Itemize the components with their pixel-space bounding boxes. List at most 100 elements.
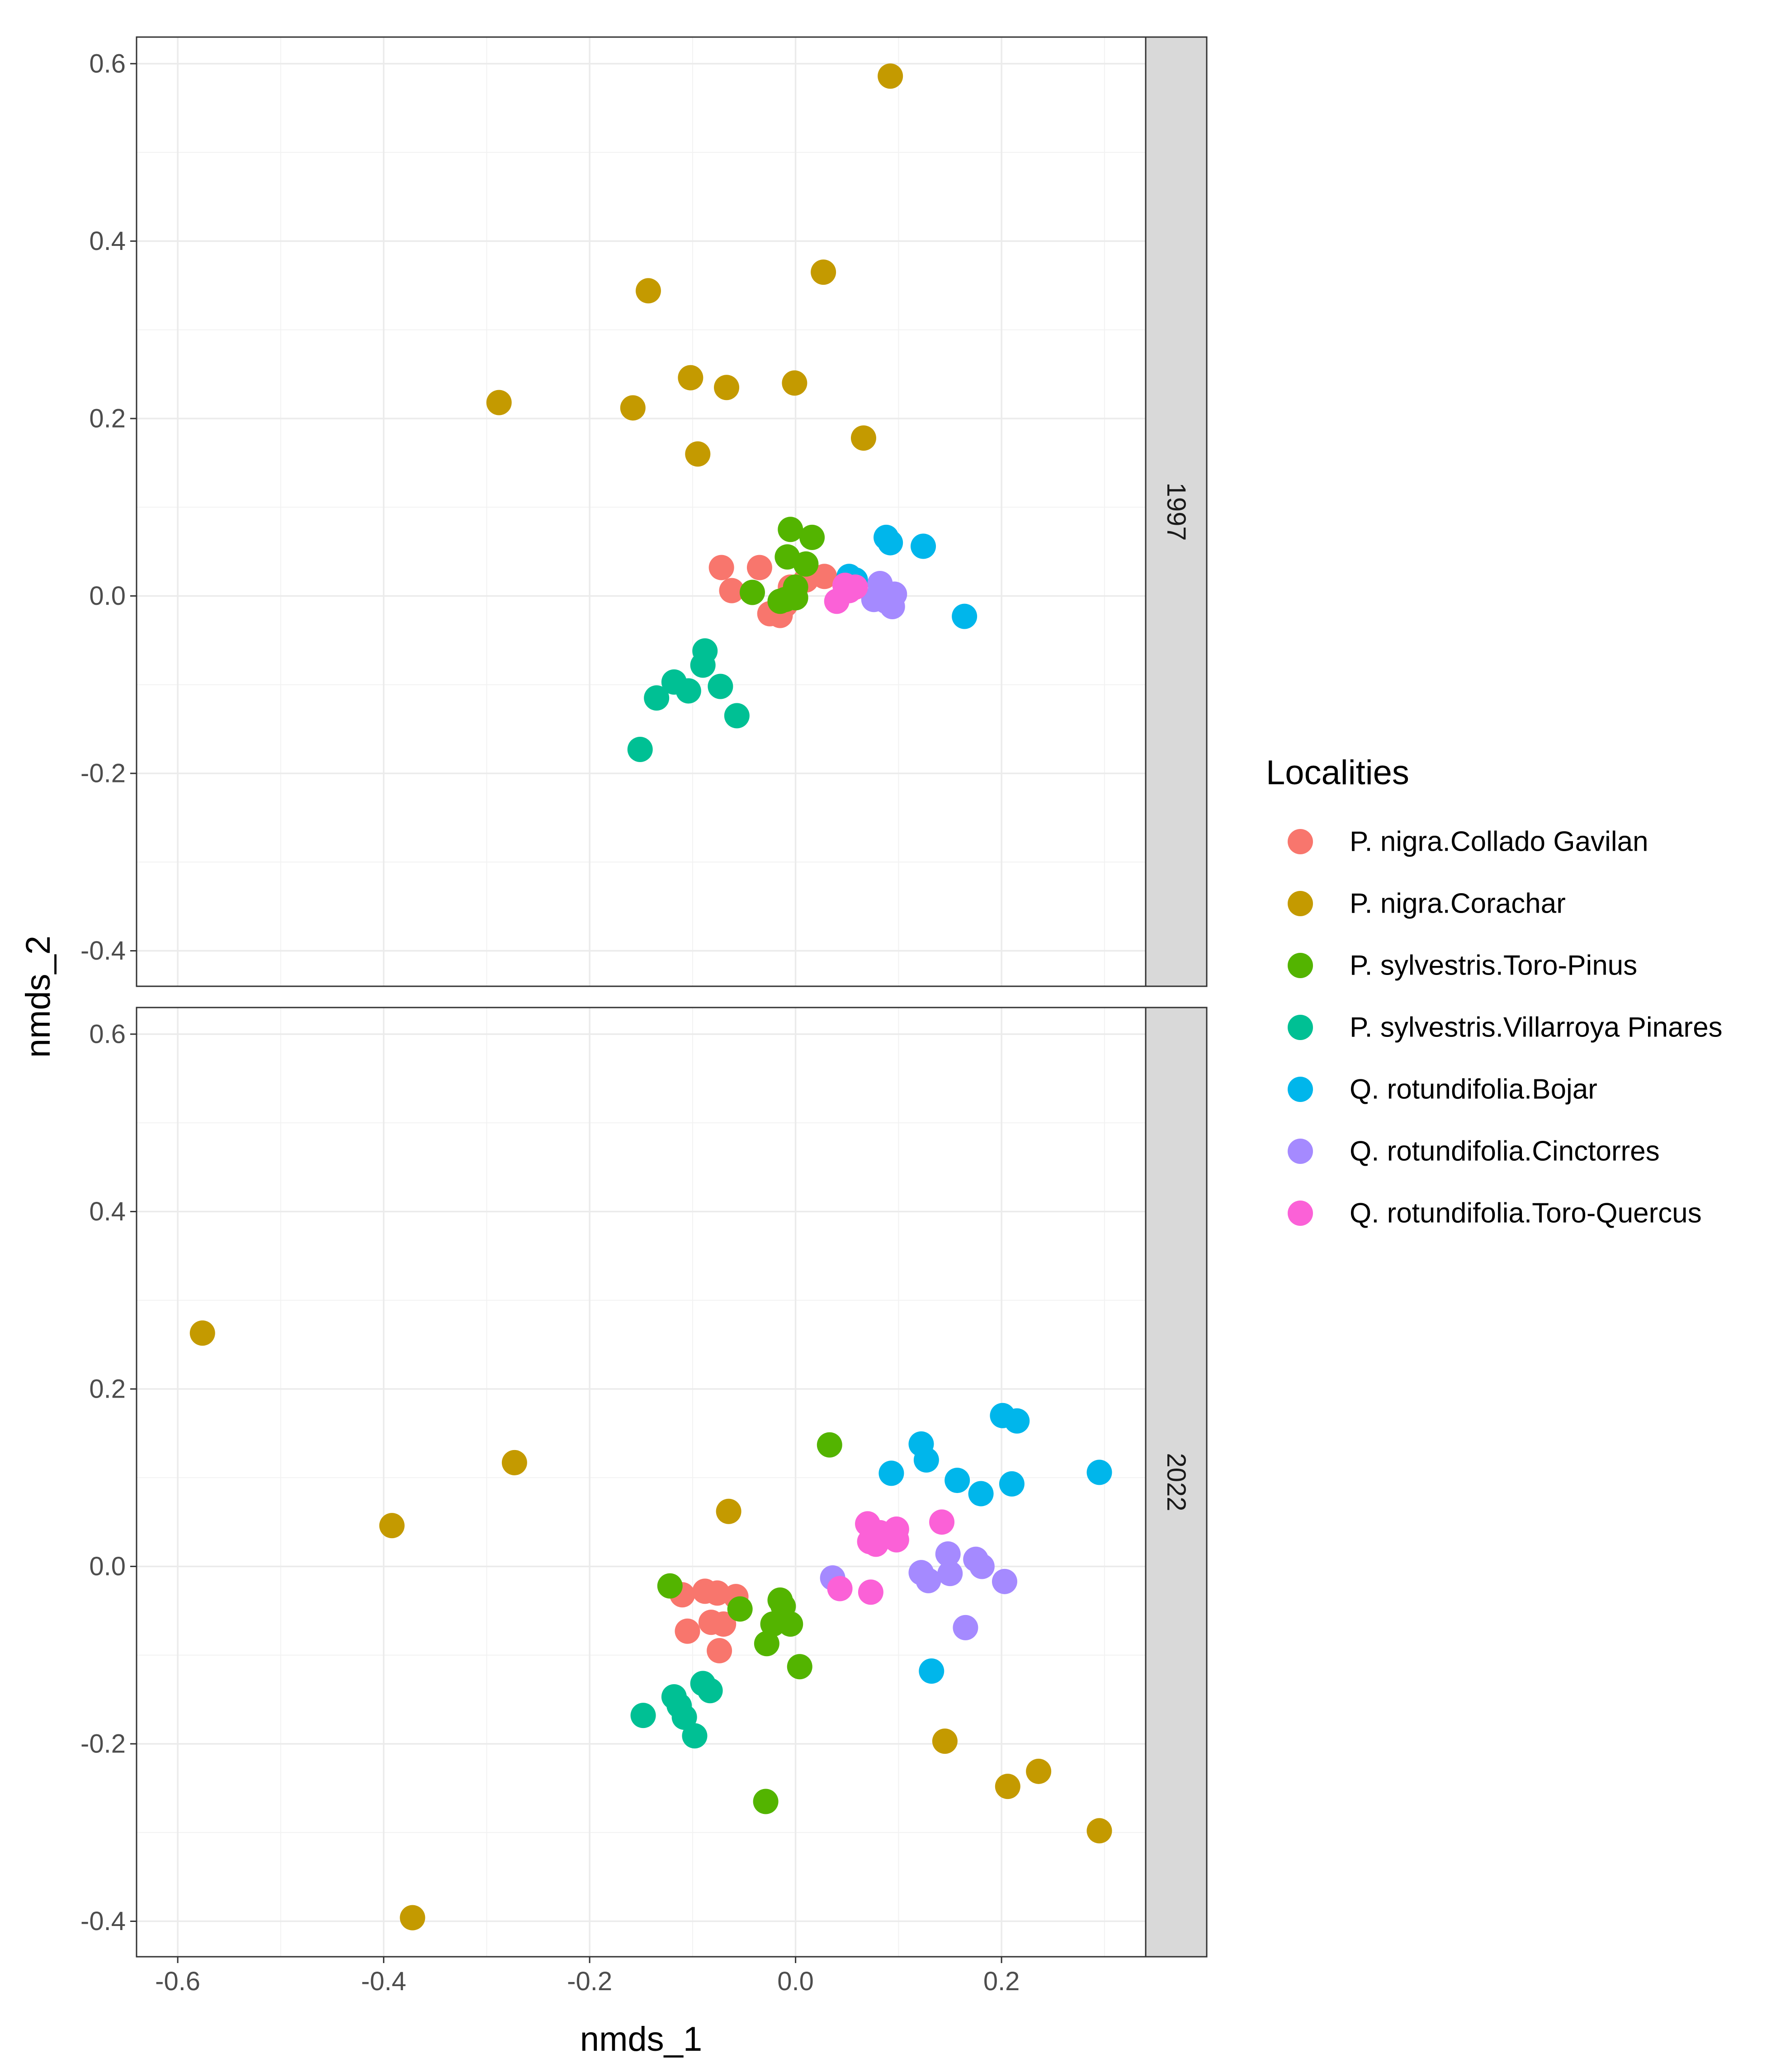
- strip-1997-background: [1145, 36, 1208, 987]
- point-pstp-1997: [778, 517, 803, 542]
- legend-key-qrtq: [1288, 1201, 1313, 1226]
- legend-key-pstp: [1288, 953, 1313, 978]
- point-psvp-2022: [671, 1705, 697, 1730]
- point-psvp-2022: [697, 1678, 723, 1704]
- legend-label-pstp: P. sylvestris.Toro-Pinus: [1350, 950, 1637, 981]
- point-pnc-1997: [714, 375, 740, 400]
- point-psvp-1997: [724, 703, 750, 729]
- point-qrc-2022: [937, 1561, 963, 1587]
- y-tick-label: -0.2: [80, 758, 126, 788]
- legend-label-psvp: P. sylvestris.Villarroya Pinares: [1350, 1012, 1723, 1043]
- point-pnc-1997: [850, 425, 876, 451]
- point-qrtq-2022: [883, 1527, 909, 1553]
- point-pnc-1997: [782, 370, 808, 396]
- point-pnc-2022: [379, 1513, 405, 1539]
- point-qrb-2022: [1086, 1460, 1112, 1485]
- point-qrc-2022: [992, 1568, 1017, 1594]
- point-pnc-1997: [878, 63, 903, 89]
- y-axis-title: nmds_2: [19, 936, 57, 1058]
- point-pnc-1997: [635, 278, 661, 304]
- panel-1997-points: [486, 63, 978, 762]
- legend-key-qrc: [1288, 1139, 1313, 1164]
- legend-key-pncg: [1288, 829, 1313, 854]
- point-qrb-1997: [911, 533, 936, 559]
- point-pstp-2022: [778, 1611, 803, 1637]
- point-qrb-2022: [944, 1468, 970, 1493]
- legend-label-qrb: Q. rotundifolia.Bojar: [1350, 1074, 1597, 1105]
- point-qrtq-2022: [858, 1579, 883, 1605]
- point-qrc-2022: [935, 1541, 961, 1567]
- point-pstp-2022: [817, 1432, 842, 1458]
- point-pnc-2022: [995, 1774, 1020, 1799]
- point-pncg-1997: [708, 555, 734, 580]
- point-pstp-1997: [739, 579, 765, 605]
- point-pnc-2022: [1086, 1818, 1112, 1844]
- legend-key-psvp: [1288, 1015, 1313, 1040]
- point-pstp-2022: [657, 1573, 683, 1599]
- point-pstp-2022: [727, 1596, 753, 1622]
- point-pnc-2022: [400, 1905, 425, 1931]
- point-pnc-1997: [620, 395, 646, 421]
- y-tick-label: 0.0: [89, 1552, 126, 1581]
- x-tick-label: -0.4: [361, 1967, 406, 1996]
- point-qrb-2022: [968, 1481, 994, 1507]
- point-pnc-2022: [932, 1728, 958, 1754]
- point-qrb-2022: [878, 1460, 904, 1486]
- point-psvp-2022: [682, 1723, 708, 1749]
- y-tick-label: 0.2: [89, 404, 126, 433]
- y-tick-label: 0.2: [89, 1374, 126, 1403]
- legend-label-qrc: Q. rotundifolia.Cinctorres: [1350, 1136, 1660, 1167]
- legend-label-qrtq: Q. rotundifolia.Toro-Quercus: [1350, 1198, 1702, 1229]
- point-pstp-2022: [754, 1631, 779, 1657]
- x-tick-label: 0.2: [983, 1967, 1020, 1996]
- point-pncg-2022: [707, 1638, 732, 1663]
- point-qrb-1997: [878, 530, 903, 556]
- point-qrb-2022: [913, 1447, 939, 1473]
- x-tick-label: -0.6: [155, 1967, 200, 1996]
- point-psvp-2022: [630, 1703, 656, 1728]
- y-axis-panel-2022: -0.4 -0.2 0.0 0.2 0.4 0.6: [80, 1019, 137, 1936]
- point-qrc-2022: [916, 1568, 941, 1593]
- legend-entries: P. nigra.Collado Gavilan P. nigra.Coracha…: [1288, 826, 1723, 1229]
- y-tick-label: 0.4: [89, 1197, 126, 1226]
- facet-panel-2022: 2022: [136, 1007, 1208, 1958]
- point-qrtq-1997: [836, 578, 862, 603]
- point-pncg-2022: [675, 1618, 700, 1644]
- x-axis-title: nmds_1: [580, 2020, 702, 2058]
- point-pnc-2022: [716, 1498, 741, 1524]
- point-pnc-2022: [501, 1450, 527, 1475]
- point-pstp-2022: [753, 1789, 779, 1814]
- strip-2022-background: [1145, 1007, 1208, 1958]
- y-tick-label: 0.4: [89, 226, 126, 256]
- point-psvp-1997: [690, 652, 716, 678]
- point-pnc-2022: [1026, 1758, 1052, 1784]
- point-qrtq-2022: [863, 1531, 889, 1557]
- x-tick-label: 0.0: [777, 1967, 814, 1996]
- point-pnc-1997: [685, 441, 711, 467]
- point-qrtq-2022: [929, 1509, 955, 1535]
- legend-label-pncg: P. nigra.Collado Gavilan: [1350, 826, 1648, 857]
- y-tick-label: 0.6: [89, 49, 126, 78]
- point-pnc-1997: [486, 390, 512, 415]
- point-pstp-1997: [783, 585, 808, 611]
- y-tick-label: -0.2: [80, 1729, 126, 1758]
- y-tick-label: -0.4: [80, 1907, 126, 1936]
- y-tick-label: 0.0: [89, 581, 126, 611]
- facet-panel-1997: 1997: [136, 36, 1208, 987]
- y-tick-label: -0.4: [80, 936, 126, 965]
- point-qrc-2022: [953, 1615, 978, 1640]
- point-qrb-2022: [919, 1658, 944, 1684]
- point-pnc-1997: [811, 259, 836, 285]
- point-pstp-1997: [793, 551, 819, 577]
- point-pncg-1997: [719, 578, 745, 603]
- point-pncg-2022: [711, 1611, 737, 1637]
- point-psvp-1997: [627, 736, 653, 762]
- point-qrb-2022: [999, 1471, 1025, 1497]
- legend-title: Localities: [1266, 753, 1409, 792]
- point-qrb-1997: [952, 603, 978, 629]
- y-axis-panel-1997: -0.4 -0.2 0.0 0.2 0.4 0.6: [80, 49, 137, 965]
- point-pncg-1997: [746, 555, 772, 580]
- panel-1997-grid: [137, 37, 1146, 986]
- legend-key-pnc: [1288, 891, 1313, 916]
